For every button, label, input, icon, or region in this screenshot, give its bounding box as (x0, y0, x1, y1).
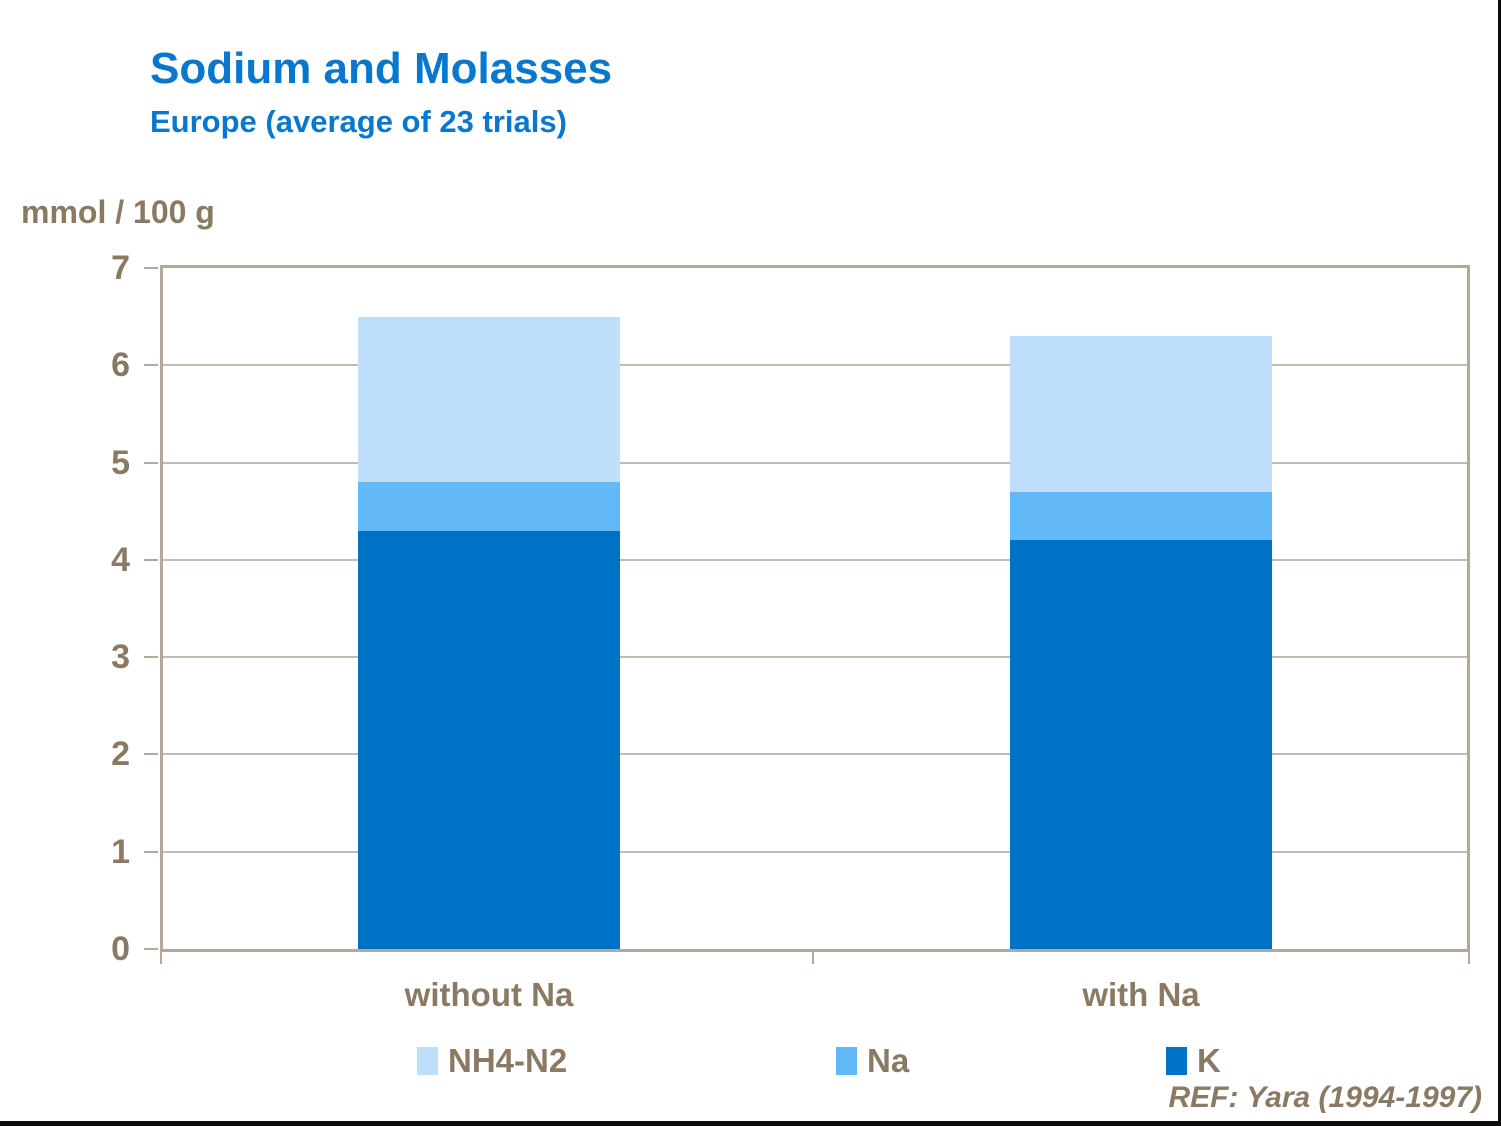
gridline-y5 (163, 461, 1467, 464)
slide-edge-right (1498, 0, 1501, 1126)
y-axis-tick (144, 364, 158, 367)
legend-item-k: K (1166, 1044, 1221, 1078)
y-tick-label-1: 1 (111, 832, 130, 871)
y-tick-label-6: 6 (111, 346, 130, 385)
bar-segment-nh4-n2-2 (1010, 336, 1272, 492)
y-tick-label-4: 4 (111, 540, 130, 579)
y-axis-tick (144, 461, 158, 464)
gridline-y1 (163, 850, 1467, 853)
x-category-label-2: with Na (1082, 976, 1200, 1013)
y-tick-label-7: 7 (111, 249, 130, 287)
y-axis-tick (144, 948, 158, 950)
y-axis-tick (144, 850, 158, 853)
gridline-y6 (163, 364, 1467, 367)
legend-item-nh4-n2: NH4-N2 (417, 1044, 567, 1078)
y-axis-tick (144, 558, 158, 561)
legend-label-nh4-n2: NH4-N2 (448, 1042, 568, 1079)
y-tick-label-2: 2 (111, 735, 130, 774)
y-axis-tick (144, 753, 158, 756)
gridline-y3 (163, 656, 1467, 659)
legend-swatch-k (1166, 1047, 1187, 1075)
bar-segment-k-1 (358, 530, 620, 949)
legend-label-na: Na (867, 1042, 910, 1079)
reference-note: REF: Yara (1994-1997) (1168, 1081, 1482, 1114)
chart-title: Sodium and Molasses (150, 44, 613, 93)
x-axis-tick (160, 950, 162, 964)
gridline-y2 (163, 753, 1467, 756)
legend-item-na: Na (836, 1044, 909, 1078)
chart-subtitle: Europe (average of 23 trials) (150, 104, 567, 139)
bar-segment-k-2 (1010, 540, 1272, 949)
plot-area (160, 265, 1470, 952)
gridline-y4 (163, 558, 1467, 561)
y-tick-label-3: 3 (111, 638, 130, 677)
y-tick-label-0: 0 (111, 930, 130, 968)
x-axis-tick (1468, 950, 1470, 964)
legend-swatch-nh4-n2 (417, 1047, 438, 1075)
legend-swatch-na (836, 1047, 857, 1075)
y-axis-tick (144, 656, 158, 659)
bar-segment-na-1 (358, 482, 620, 531)
x-category-label-1: without Na (404, 976, 574, 1013)
bar-segment-na-2 (1010, 491, 1272, 541)
y-axis-tick (144, 267, 158, 269)
y-tick-label-5: 5 (111, 443, 130, 482)
legend-label-k: K (1197, 1042, 1221, 1079)
x-axis-tick (812, 950, 814, 964)
slide-edge-bottom (0, 1121, 1501, 1126)
y-axis-unit-label: mmol / 100 g (21, 194, 215, 230)
bar-segment-nh4-n2-1 (358, 316, 620, 483)
